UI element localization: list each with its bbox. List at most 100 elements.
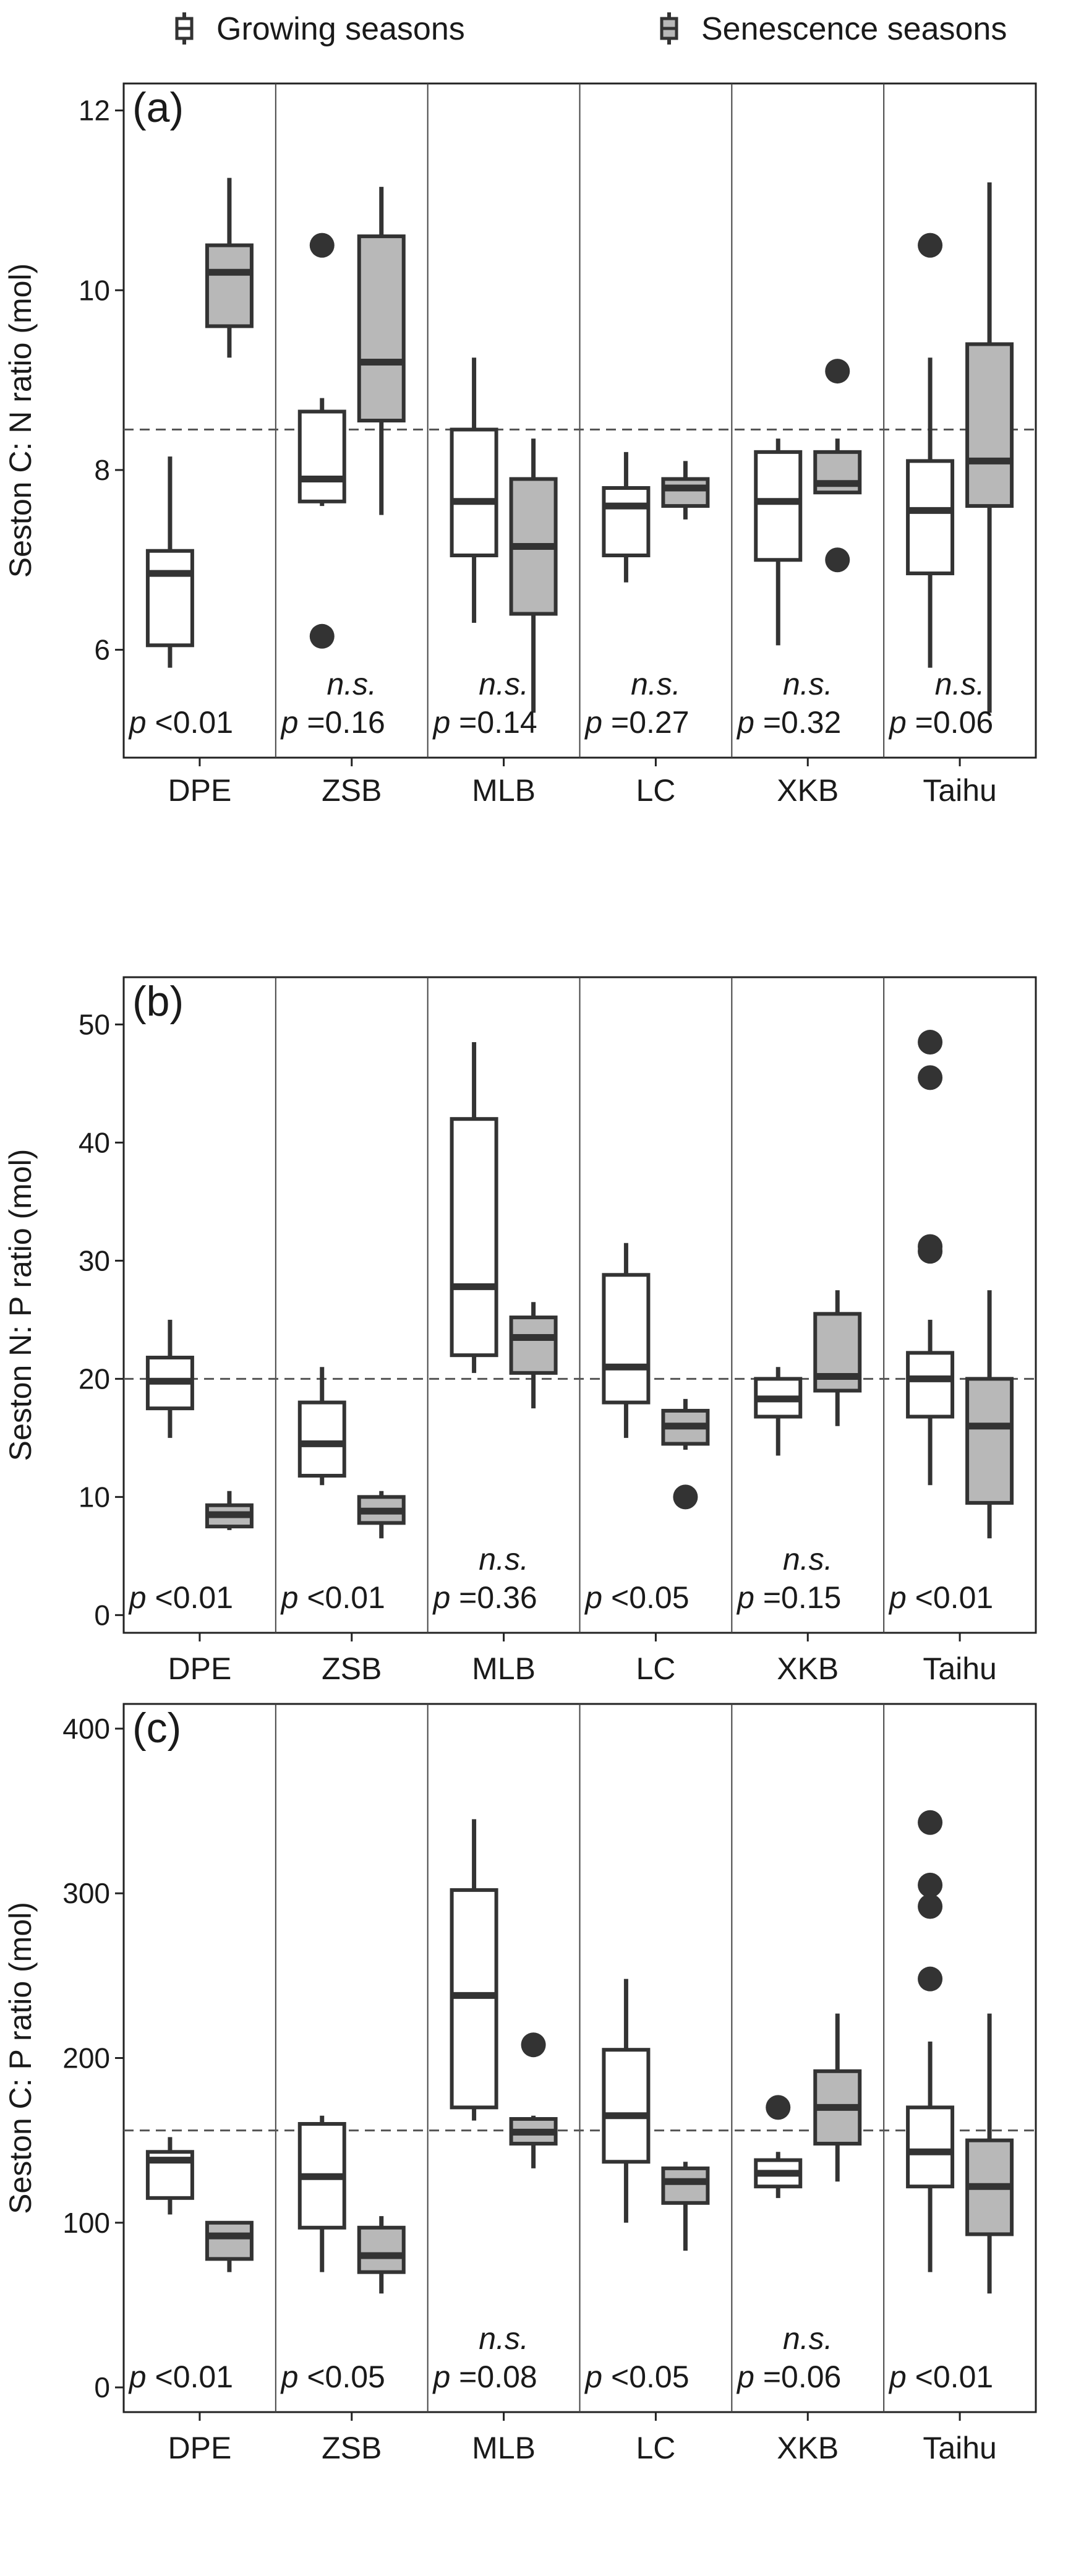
growing-box	[450, 427, 498, 557]
site-label: DPE	[168, 2431, 232, 2465]
senescence-box	[965, 342, 1014, 508]
p-value: p =0.14	[432, 705, 537, 740]
p-value: p <0.01	[128, 1580, 233, 1615]
growing-box	[602, 486, 651, 557]
growing-outlier-point	[918, 1894, 943, 1919]
ns-annotation: n.s.	[327, 667, 377, 701]
site-label: LC	[636, 2431, 675, 2465]
senescence-box	[965, 1377, 1014, 1505]
y-tick-label: 10	[79, 274, 110, 306]
legend-growing-label: Growing seasons	[216, 11, 465, 47]
growing-box	[145, 549, 194, 648]
senescence-box	[357, 2225, 406, 2274]
senescence-outlier-point	[825, 359, 850, 384]
site-label: MLB	[472, 1651, 536, 1686]
y-axis-label: Seston C: N ratio (mol)	[3, 263, 38, 578]
p-value: p =0.32	[736, 705, 841, 740]
senescence-outlier-point	[825, 547, 850, 573]
y-tick-label: 50	[79, 1008, 110, 1040]
site-label: Taihu	[923, 1651, 997, 1686]
p-value: p =0.36	[432, 1580, 537, 1615]
senescence-outlier-point	[673, 1484, 698, 1510]
y-tick-label: 100	[62, 2207, 110, 2239]
site-label: LC	[636, 1651, 675, 1686]
p-value: p <0.01	[888, 1580, 993, 1615]
y-tick-label: 0	[94, 1599, 110, 1631]
growing-outlier-point	[918, 1065, 943, 1090]
legend-senescence-label: Senescence seasons	[701, 11, 1007, 47]
growing-outlier-point	[309, 233, 335, 258]
growing-box	[602, 2048, 651, 2164]
site-label: MLB	[472, 773, 536, 808]
p-value: p <0.05	[584, 1580, 689, 1615]
site-label: ZSB	[322, 773, 382, 808]
panel-letter: (a)	[132, 84, 184, 131]
ns-annotation: n.s.	[479, 1542, 529, 1577]
panel-c: 0 100 200 300 400 Seston C: P ratio (mol) (c) D…	[3, 1703, 1037, 2465]
ns-annotation: n.s.	[783, 1542, 833, 1577]
y-axis-label: Seston N: P ratio (mol)	[3, 1149, 38, 1461]
site-label: MLB	[472, 2431, 536, 2465]
site-label: ZSB	[322, 1651, 382, 1686]
site-label: LC	[636, 773, 675, 808]
growing-outlier-point	[309, 623, 335, 649]
senescence-outlier-point	[521, 2032, 546, 2058]
y-tick-label: 8	[94, 454, 110, 486]
p-value: p =0.27	[584, 705, 689, 740]
y-axis-label: Seston C: P ratio (mol)	[3, 1902, 38, 2214]
y-tick-label: 20	[79, 1363, 110, 1395]
growing-outlier-point	[918, 1030, 943, 1055]
growing-box	[297, 409, 346, 503]
site-label: Taihu	[923, 773, 997, 808]
site-label: XKB	[777, 1651, 839, 1686]
p-value: p <0.01	[128, 2360, 233, 2394]
ns-annotation: n.s.	[783, 2321, 833, 2356]
y-tick-label: 200	[62, 2042, 110, 2074]
y-tick-label: 10	[79, 1481, 110, 1513]
site-label: DPE	[168, 1651, 232, 1686]
p-value: p <0.05	[280, 2360, 385, 2394]
y-tick-label: 300	[62, 1877, 110, 1909]
senescence-box	[357, 234, 406, 422]
y-tick-label: 6	[94, 634, 110, 666]
ns-annotation: n.s.	[935, 667, 985, 701]
ns-annotation: n.s.	[479, 2321, 529, 2356]
growing-outlier-point	[918, 1872, 943, 1898]
senescence-box	[509, 1316, 558, 1375]
y-tick-label: 40	[79, 1126, 110, 1158]
y-tick-label: 0	[94, 2371, 110, 2403]
p-value: p =0.06	[888, 705, 993, 740]
site-label: Taihu	[923, 2431, 997, 2465]
senescence-box	[661, 477, 710, 508]
senescence-box	[661, 2166, 710, 2205]
p-value: p =0.15	[736, 1580, 841, 1615]
growing-box	[754, 450, 803, 562]
p-value: p <0.01	[280, 1580, 385, 1615]
growing-outlier-point	[766, 2095, 791, 2120]
p-value: p =0.16	[280, 705, 385, 740]
p-value: p <0.01	[128, 705, 233, 740]
panel-letter: (b)	[132, 978, 184, 1025]
ns-annotation: n.s.	[479, 667, 529, 701]
y-tick-label: 30	[79, 1244, 110, 1277]
panel-b: 0 10 20 30 40 50 Seston N: P ratio (mol) (b) DPE…	[3, 976, 1037, 1686]
growing-outlier-point	[918, 1966, 943, 1992]
p-value: p <0.05	[584, 2360, 689, 2394]
ns-annotation: n.s.	[631, 667, 681, 701]
site-label: DPE	[168, 773, 232, 808]
growing-box	[906, 1351, 955, 1419]
growing-box	[602, 1273, 651, 1405]
senescence-box	[205, 243, 254, 328]
panel-letter: (c)	[132, 1705, 181, 1752]
growing-outlier-point	[918, 1810, 943, 1835]
growing-box	[450, 1117, 498, 1358]
legend-senescence-key	[660, 12, 678, 45]
legend-growing-key	[175, 12, 194, 45]
growing-outlier-point	[918, 1239, 943, 1264]
site-label: ZSB	[322, 2431, 382, 2465]
growing-box	[297, 1400, 346, 1478]
legend: Growing seasons Senescence seasons	[175, 11, 1007, 47]
site-label: XKB	[777, 2431, 839, 2465]
p-value: p =0.06	[736, 2360, 841, 2394]
